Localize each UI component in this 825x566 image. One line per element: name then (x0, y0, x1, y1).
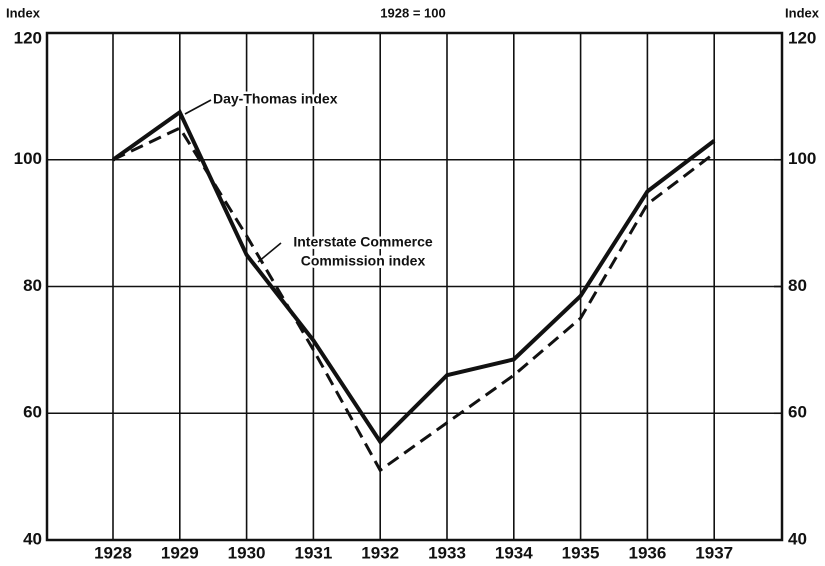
y-tick-label: 80 (23, 276, 42, 295)
x-tick-label: 1933 (428, 543, 466, 562)
y-tick-label: 60 (23, 403, 42, 422)
x-tick-label: 1932 (361, 543, 399, 562)
x-tick-label: 1931 (294, 543, 332, 562)
annotation-leader (184, 99, 212, 115)
y2-tick-label: 60 (788, 403, 807, 422)
x-tick-label: 1930 (228, 543, 266, 562)
x-tick-label: 1928 (94, 543, 132, 562)
plot-frame (45, 31, 784, 542)
y2-tick-label: 120 (788, 28, 816, 47)
y-tick-label: 40 (23, 529, 42, 548)
y2-tick-label: 100 (788, 149, 816, 168)
x-tick-label: 1937 (695, 543, 733, 562)
series-line (112, 126, 716, 473)
series-line (111, 109, 716, 445)
y2-tick-label: 80 (788, 276, 807, 295)
y-axis-label: Index (6, 5, 41, 20)
y2-axis-label: Index (785, 5, 820, 20)
chart-title: 1928 = 100 (380, 5, 445, 20)
x-tick-label: 1935 (562, 543, 600, 562)
annotation: Day-Thomas index (213, 91, 338, 107)
x-tick-label: 1936 (628, 543, 666, 562)
annotation: Interstate Commerce (293, 234, 432, 250)
annotation-leader (257, 242, 282, 263)
y-tick-label: 120 (14, 28, 42, 47)
annotation: Commission index (301, 253, 426, 269)
x-tick-label: 1929 (161, 543, 199, 562)
y2-tick-label: 40 (788, 529, 807, 548)
y-tick-label: 100 (14, 149, 42, 168)
x-tick-label: 1934 (495, 543, 533, 562)
